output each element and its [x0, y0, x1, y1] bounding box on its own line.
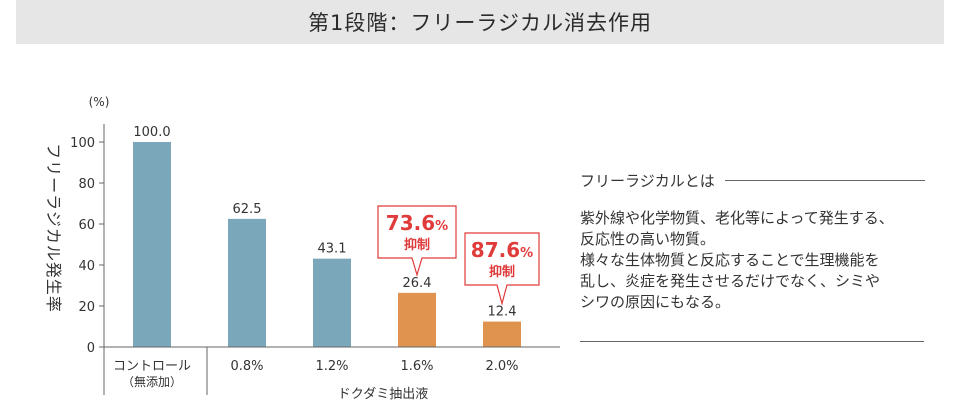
side-bottom-rule	[580, 341, 924, 342]
bar	[133, 142, 171, 347]
bar-value-label: 100.0	[133, 125, 170, 140]
bar-value-label: 12.4	[488, 305, 517, 320]
y-tick-label: 100	[70, 136, 95, 151]
y-tick-label: 0	[87, 341, 95, 356]
side-section-title: フリーラジカルとは	[580, 170, 925, 191]
reduction-rate: 87.6%	[471, 238, 533, 262]
reduction-value: 87.6	[471, 238, 520, 262]
side-description: 紫外線や化学物質、老化等によって発生する、 反応性の高い物質。 様々な生体物質と…	[580, 208, 930, 313]
bar	[228, 218, 266, 347]
reduction-unit: %	[520, 246, 533, 261]
x-tick-label: 1.2%	[315, 359, 348, 374]
y-tick-label: 20	[78, 300, 95, 315]
reduction-label: 抑制	[404, 237, 430, 253]
side-title-rule	[724, 180, 925, 181]
bar-value-label: 62.5	[233, 202, 262, 217]
reduction-callout: 73.6% 抑制	[377, 205, 457, 277]
x-tick-label: 2.0%	[485, 359, 518, 374]
side-line: 乱し、炎症を発生させるだけでなく、シミや	[580, 272, 881, 290]
reduction-callout: 87.6% 抑制	[464, 232, 540, 306]
x-tick-label: 0.8%	[230, 359, 263, 374]
page-title: 第1段階：フリーラジカル消去作用	[308, 11, 652, 35]
side-line: 様々な生体物質と反応することで生理機能を	[580, 251, 880, 269]
x-group-label: ドクダミ抽出液	[338, 387, 428, 402]
bar-value-label: 26.4	[403, 276, 432, 291]
side-title-text: フリーラジカルとは	[580, 172, 715, 190]
bar	[483, 321, 521, 347]
bar	[313, 258, 351, 347]
callout-border	[464, 232, 540, 306]
reduction-unit: %	[435, 219, 448, 234]
y-tick-label: 60	[78, 218, 95, 233]
side-line: 紫外線や化学物質、老化等によって発生する、	[580, 209, 894, 227]
reduction-label: 抑制	[489, 264, 515, 280]
side-line: 反応性の高い物質。	[580, 230, 716, 248]
side-line: シワの原因にもなる。	[580, 293, 731, 311]
y-axis-title: フリーラジカル発生率	[44, 143, 63, 313]
y-axis-unit: (%)	[89, 95, 110, 109]
y-tick-label: 80	[78, 177, 95, 192]
x-tick-sublabel: （無添加）	[122, 374, 182, 389]
bar-value-label: 43.1	[318, 242, 347, 257]
bar	[398, 292, 436, 347]
x-tick-label: コントロール	[113, 359, 191, 374]
reduction-rate: 73.6%	[386, 211, 448, 235]
header-bar: 第1段階：フリーラジカル消去作用	[16, 0, 944, 44]
callout-border	[377, 205, 457, 277]
reduction-value: 73.6	[386, 211, 435, 235]
y-tick-label: 40	[78, 259, 95, 274]
x-tick-label: 1.6%	[400, 359, 433, 374]
